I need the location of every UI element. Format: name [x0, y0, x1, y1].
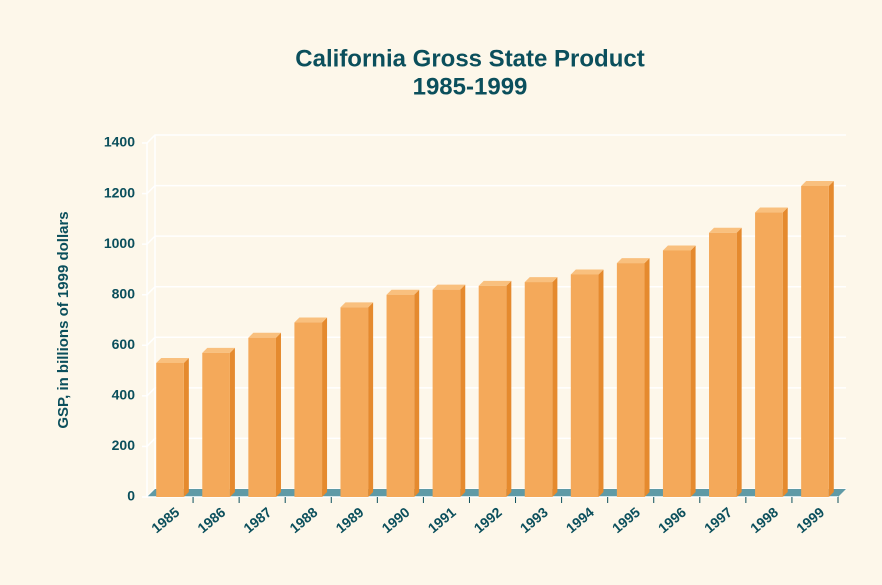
bar-side — [460, 284, 466, 497]
bar-top — [156, 357, 189, 363]
bar-side — [644, 258, 650, 497]
grid-line — [146, 387, 846, 397]
bar — [478, 285, 507, 497]
y-tick-label: 600 — [112, 336, 136, 352]
bar-top — [524, 277, 558, 283]
bar-side — [506, 280, 512, 497]
bar-side — [183, 357, 189, 497]
grid-line — [146, 336, 846, 346]
bar-side — [275, 332, 281, 497]
bar — [662, 250, 691, 497]
bar-top — [294, 317, 328, 323]
bar — [755, 212, 783, 498]
y-tick-label: 1000 — [104, 235, 135, 251]
bar-side — [828, 180, 834, 497]
bar-side — [229, 347, 235, 497]
bar-side — [552, 277, 558, 497]
bar-side — [782, 207, 788, 498]
bar — [801, 185, 829, 497]
bar-side — [598, 269, 604, 497]
y-tick-label: 800 — [112, 285, 136, 301]
bar-top — [616, 258, 650, 264]
y-tick-label: 200 — [112, 437, 136, 453]
chart-subtitle: 1985-1999 — [413, 73, 528, 100]
y-tick-label: 1400 — [104, 134, 135, 150]
bar-top — [478, 280, 512, 286]
bar-side — [414, 289, 420, 497]
bar-top — [202, 347, 235, 353]
bar-top — [662, 245, 696, 251]
bar — [386, 294, 415, 497]
bar-side — [690, 245, 696, 497]
bar — [340, 307, 369, 497]
bar — [524, 282, 553, 497]
bar — [616, 263, 645, 497]
bar — [156, 362, 184, 497]
bar-side — [368, 302, 374, 497]
y-axis-label: GSP, in billions of 1999 dollars — [55, 211, 72, 428]
grid-line — [146, 437, 846, 447]
chart-title: California Gross State Product — [295, 45, 644, 72]
bar-top — [432, 284, 466, 290]
bar-top — [801, 180, 834, 186]
bar-top — [386, 289, 420, 295]
y-tick-label: 0 — [127, 488, 135, 504]
bar-top — [340, 302, 374, 308]
bar — [248, 337, 276, 497]
bar-top — [570, 269, 604, 275]
bar-top — [755, 207, 788, 213]
bar — [202, 352, 230, 497]
bar — [294, 322, 323, 497]
bar — [570, 274, 599, 497]
bar-side — [736, 227, 742, 497]
bar-side — [322, 317, 328, 497]
bar — [709, 232, 737, 497]
y-tick-label: 1200 — [104, 184, 135, 200]
grid-line — [146, 285, 846, 296]
bar — [432, 289, 461, 497]
grid-line — [146, 134, 846, 144]
y-tick-label: 400 — [112, 387, 136, 403]
grid-line — [146, 184, 846, 195]
bar-top — [709, 227, 742, 233]
bar-top — [248, 332, 281, 338]
grid-line — [146, 235, 846, 245]
